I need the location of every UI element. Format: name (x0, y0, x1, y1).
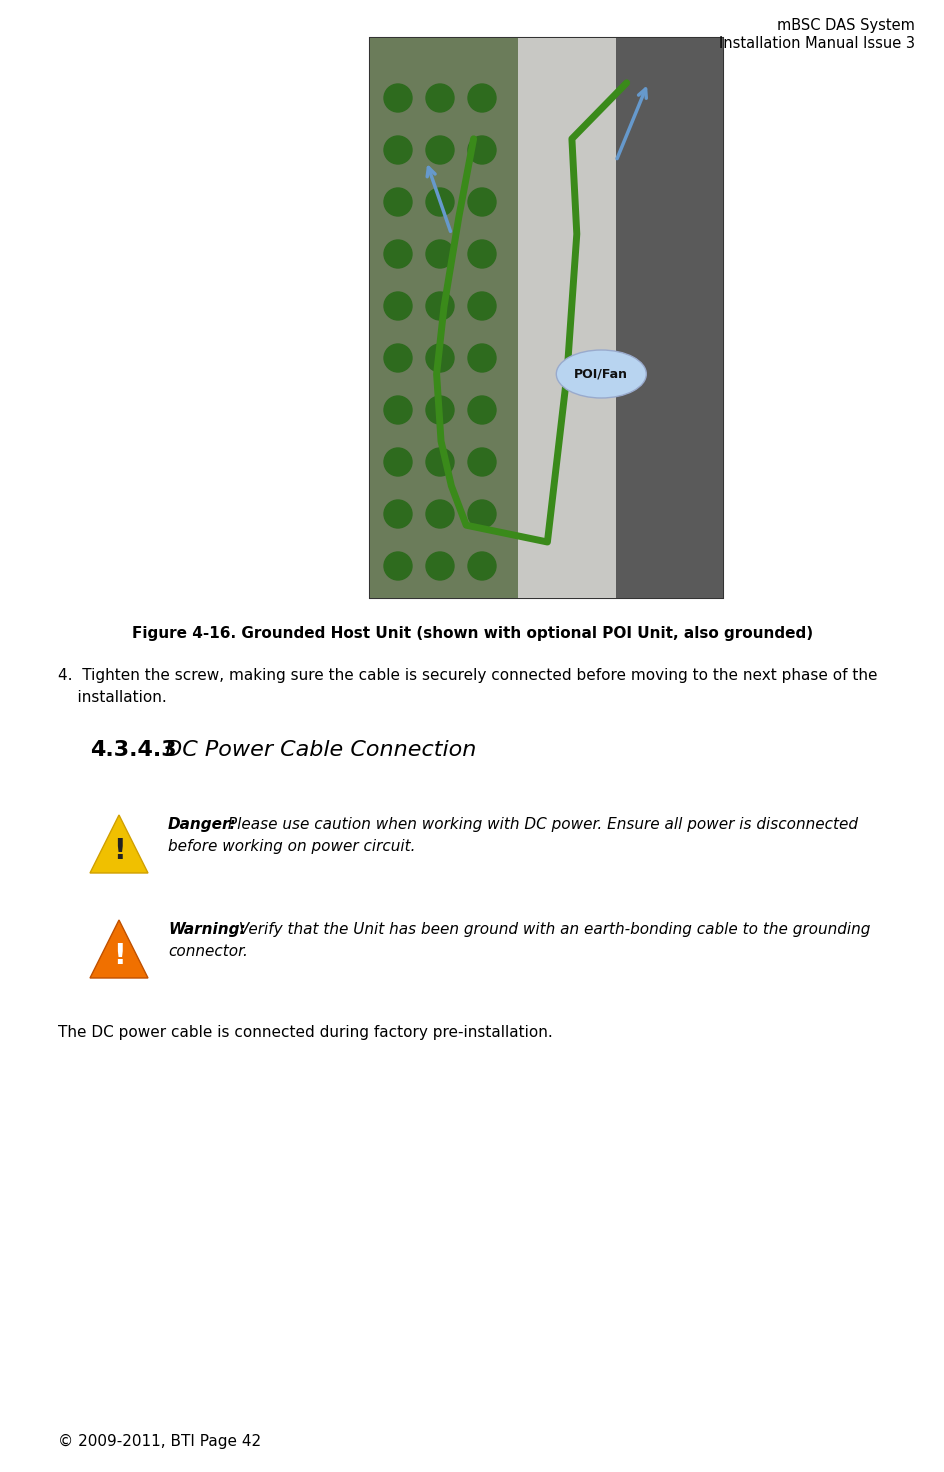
Circle shape (426, 135, 453, 163)
Circle shape (383, 84, 412, 112)
Circle shape (426, 240, 453, 268)
Circle shape (467, 552, 496, 580)
Circle shape (467, 135, 496, 163)
Text: Figure 4-16. Grounded Host Unit (shown with optional POI Unit, also grounded): Figure 4-16. Grounded Host Unit (shown w… (132, 626, 812, 640)
Text: before working on power circuit.: before working on power circuit. (168, 839, 415, 854)
Circle shape (383, 447, 412, 475)
Bar (517, 38, 615, 598)
Bar (615, 38, 722, 598)
Polygon shape (90, 920, 148, 977)
Text: installation.: installation. (58, 690, 166, 705)
Text: DC Power Cable Connection: DC Power Cable Connection (158, 740, 476, 760)
Circle shape (426, 344, 453, 372)
Text: Installation Manual Issue 3: Installation Manual Issue 3 (718, 35, 914, 52)
Circle shape (383, 552, 412, 580)
Text: The DC power cable is connected during factory pre-installation.: The DC power cable is connected during f… (58, 1025, 552, 1041)
Circle shape (383, 135, 412, 163)
Circle shape (467, 291, 496, 319)
Circle shape (467, 240, 496, 268)
Circle shape (383, 240, 412, 268)
Circle shape (426, 500, 453, 528)
Circle shape (467, 84, 496, 112)
Ellipse shape (556, 350, 646, 397)
Bar (370, 38, 517, 598)
Circle shape (467, 344, 496, 372)
Circle shape (426, 84, 453, 112)
Circle shape (467, 447, 496, 475)
Text: Danger:: Danger: (168, 817, 236, 832)
Circle shape (383, 500, 412, 528)
Circle shape (467, 396, 496, 424)
Text: !: ! (112, 942, 126, 970)
Text: connector.: connector. (168, 944, 247, 958)
Circle shape (383, 396, 412, 424)
Circle shape (383, 291, 412, 319)
Text: 4.  Tighten the screw, making sure the cable is securely connected before moving: 4. Tighten the screw, making sure the ca… (58, 668, 877, 683)
Circle shape (426, 396, 453, 424)
Circle shape (426, 552, 453, 580)
Text: Warning:: Warning: (168, 921, 245, 938)
Circle shape (467, 188, 496, 216)
Circle shape (426, 188, 453, 216)
Text: POI/Fan: POI/Fan (574, 368, 628, 380)
Circle shape (383, 344, 412, 372)
Text: mBSC DAS System: mBSC DAS System (776, 18, 914, 32)
Text: Please use caution when working with DC power. Ensure all power is disconnected: Please use caution when working with DC … (223, 817, 857, 832)
Text: !: ! (112, 838, 126, 866)
Text: 4.3.4.3: 4.3.4.3 (90, 740, 177, 760)
Text: © 2009-2011, BTI Page 42: © 2009-2011, BTI Page 42 (58, 1434, 261, 1448)
Bar (370, 38, 722, 598)
Circle shape (467, 500, 496, 528)
Circle shape (426, 291, 453, 319)
Circle shape (426, 447, 453, 475)
Polygon shape (90, 815, 148, 873)
Text: Verify that the Unit has been ground with an earth-bonding cable to the groundin: Verify that the Unit has been ground wit… (234, 921, 869, 938)
Circle shape (383, 188, 412, 216)
